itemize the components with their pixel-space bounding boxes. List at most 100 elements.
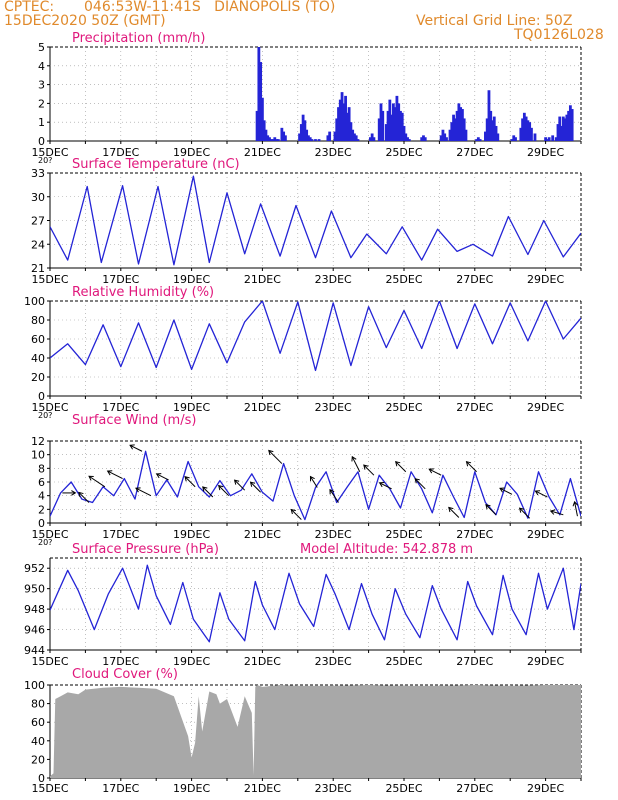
precip-bar <box>305 129 309 141</box>
precip-bar <box>308 137 312 141</box>
x-tick-label: 15DEC <box>31 401 68 414</box>
precip-bar <box>266 135 270 141</box>
x-tick-label: 15DEC <box>31 528 68 541</box>
precip-bar <box>489 110 493 141</box>
precip-bar <box>328 131 332 141</box>
precip-bar <box>381 110 385 141</box>
y-tick-label: 10 <box>31 449 45 462</box>
y-tick-label: 944 <box>24 644 45 657</box>
precip-bar <box>510 139 514 141</box>
x-tick-label: 21DEC <box>244 273 281 286</box>
precip-bar <box>372 137 376 141</box>
y-tick-label: 80 <box>31 698 45 711</box>
x-tick-label: 19DEC <box>173 401 210 414</box>
x-tick-label: 29DEC <box>527 273 564 286</box>
precip-bar <box>342 103 346 141</box>
panel-title: Cloud Cover (%) <box>72 667 178 682</box>
precip-bar <box>317 139 321 141</box>
x-tick-label: 29DEC <box>527 655 564 668</box>
precip-bar <box>399 110 402 141</box>
precip-bar <box>276 139 280 141</box>
precip-bar <box>459 107 463 141</box>
precip-bar <box>299 124 303 141</box>
x-tick-label: 15DEC <box>31 782 68 795</box>
wind-vector <box>78 492 90 503</box>
wind-vector-head <box>218 484 224 491</box>
precip-bar <box>530 127 533 141</box>
panel-title: Surface Wind (m/s) <box>72 413 196 428</box>
precip-bar <box>326 135 330 141</box>
precip-bar <box>514 137 517 141</box>
x-tick-label: 19DEC <box>173 782 210 795</box>
precip-bar <box>485 118 489 141</box>
precip-bar <box>307 135 310 141</box>
precip-bar <box>345 112 349 141</box>
wind-vector-head <box>233 479 240 485</box>
x-tick-label: 19DEC <box>173 146 210 159</box>
wind-vector <box>202 486 214 498</box>
panel-title: Relative Humidity (%) <box>72 285 214 300</box>
precip-bar <box>340 92 344 141</box>
y-tick-label: 8 <box>38 462 45 475</box>
model-altitude-label: Model Altitude: 542.878 m <box>300 542 473 557</box>
wind-vector-head <box>395 460 401 467</box>
wind-vector-head <box>549 509 556 515</box>
series-line <box>50 301 581 372</box>
x-tick-label: 27DEC <box>456 273 493 286</box>
precip-bar <box>519 127 523 141</box>
wind-vector-head <box>106 470 113 476</box>
y-tick-label: 952 <box>24 562 45 575</box>
x-tick-label: 23DEC <box>315 655 352 668</box>
wind-vector-head <box>351 455 357 462</box>
x-tick-label: 21DEC <box>244 655 281 668</box>
y-tick-label: 5 <box>38 41 45 54</box>
precip-bar <box>522 112 526 141</box>
wind-vector-head <box>485 504 491 510</box>
precip-bar <box>271 139 275 141</box>
wind-vector <box>184 476 196 488</box>
wind-vector <box>107 470 123 480</box>
wind-vector-head <box>135 487 141 493</box>
wind-vector-head <box>290 508 296 515</box>
wind-vector <box>499 487 513 495</box>
precip-bar <box>261 97 264 141</box>
y-tick-label: 80 <box>31 314 45 327</box>
precip-bar <box>452 114 455 141</box>
x-tick-label: 25DEC <box>385 146 422 159</box>
wind-vector <box>329 489 339 503</box>
precip-bar <box>492 116 496 141</box>
x-tick-label: 17DEC <box>102 782 139 795</box>
precip-bar <box>462 118 466 141</box>
x-tick-label: 23DEC <box>315 528 352 541</box>
y-tick-label: 20 <box>31 371 45 384</box>
wind-vector-head <box>249 481 256 487</box>
precip-bar <box>544 137 547 141</box>
y-tick-label: 4 <box>38 60 45 73</box>
precip-bar <box>570 109 574 141</box>
precip-bar <box>476 137 480 141</box>
header-source: CPTEC: <box>4 0 55 15</box>
wind-vector <box>88 475 106 488</box>
precip-bar <box>390 114 394 141</box>
x-year-stub: 20? <box>38 156 52 165</box>
wind-vector <box>550 510 564 516</box>
wind-vector-head <box>363 464 369 470</box>
precip-bar <box>388 99 392 141</box>
precip-bar <box>563 118 567 141</box>
panel-title: Surface Pressure (hPa) <box>72 542 219 557</box>
precip-bar <box>301 114 305 141</box>
x-tick-label: 21DEC <box>244 146 281 159</box>
x-tick-label: 25DEC <box>385 401 422 414</box>
y-tick-label: 950 <box>24 583 45 596</box>
x-tick-label: 23DEC <box>315 401 352 414</box>
x-tick-label: 27DEC <box>456 782 493 795</box>
precip-bar <box>422 135 425 141</box>
precip-bar <box>262 120 266 141</box>
y-tick-label: 6 <box>38 476 45 489</box>
precip-bar <box>354 135 358 141</box>
precip-bar <box>478 139 482 141</box>
x-tick-label: 27DEC <box>456 401 493 414</box>
y-tick-label: 60 <box>31 333 45 346</box>
wind-vector <box>379 482 392 490</box>
wind-vector <box>414 478 426 490</box>
